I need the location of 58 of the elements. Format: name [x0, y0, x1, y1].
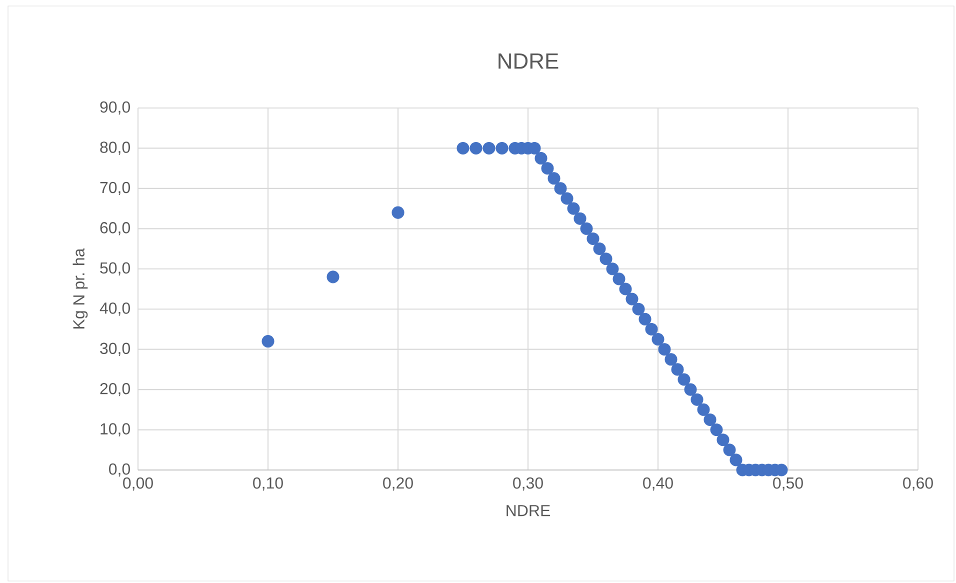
y-tick-label: 70,0 [100, 182, 130, 196]
y-tick-label: 60,0 [100, 222, 130, 236]
point [496, 142, 508, 154]
point [723, 444, 736, 456]
point [684, 383, 697, 396]
x-tick-label: 0,20 [383, 477, 413, 491]
point [710, 424, 723, 436]
point [548, 172, 560, 185]
point [678, 373, 690, 386]
point [638, 312, 652, 326]
point [716, 434, 730, 446]
point [593, 242, 606, 256]
point [567, 202, 580, 215]
y-axis-title: Kg N pr. ha [72, 248, 88, 328]
point [690, 393, 704, 406]
point [392, 206, 404, 219]
x-tick-label: 0,60 [903, 477, 933, 491]
y-tick-label: 50,0 [100, 262, 130, 276]
point [652, 333, 664, 346]
point [482, 142, 496, 154]
point [554, 182, 567, 195]
point [704, 413, 716, 426]
point [612, 272, 626, 286]
x-tick-label: 0,00 [123, 477, 153, 491]
y-tick-label: 90,0 [100, 101, 130, 115]
point [658, 343, 671, 356]
x-tick-label: 0,50 [773, 477, 803, 491]
point [671, 363, 684, 376]
point [645, 322, 658, 336]
point [534, 152, 548, 165]
point [580, 222, 593, 235]
point [560, 192, 574, 205]
point [600, 252, 612, 266]
point [456, 142, 470, 154]
y-tick-label: 10,0 [100, 423, 130, 436]
point [632, 302, 645, 316]
y-tick-label: 30,0 [100, 342, 130, 356]
x-tick-label: 0,10 [253, 477, 283, 491]
point [326, 270, 340, 284]
y-tick-label: 20,0 [100, 382, 130, 396]
point [586, 232, 600, 245]
point [730, 454, 742, 466]
chart-title: NDRE [498, 53, 558, 69]
y-tick-label: 80,0 [100, 142, 130, 155]
point [697, 403, 710, 416]
y-tick-label: 40,0 [100, 302, 130, 316]
point [626, 292, 638, 306]
point [619, 282, 632, 296]
y-tick-label: 0,0 [109, 463, 130, 477]
point [574, 212, 586, 225]
x-axis-title: NDRE [506, 505, 550, 516]
point [541, 162, 554, 175]
point [664, 353, 678, 366]
point [606, 262, 619, 276]
point [262, 335, 274, 348]
point [470, 142, 482, 154]
x-tick-label: 0,40 [643, 477, 673, 491]
x-tick-label: 0,30 [513, 477, 543, 491]
